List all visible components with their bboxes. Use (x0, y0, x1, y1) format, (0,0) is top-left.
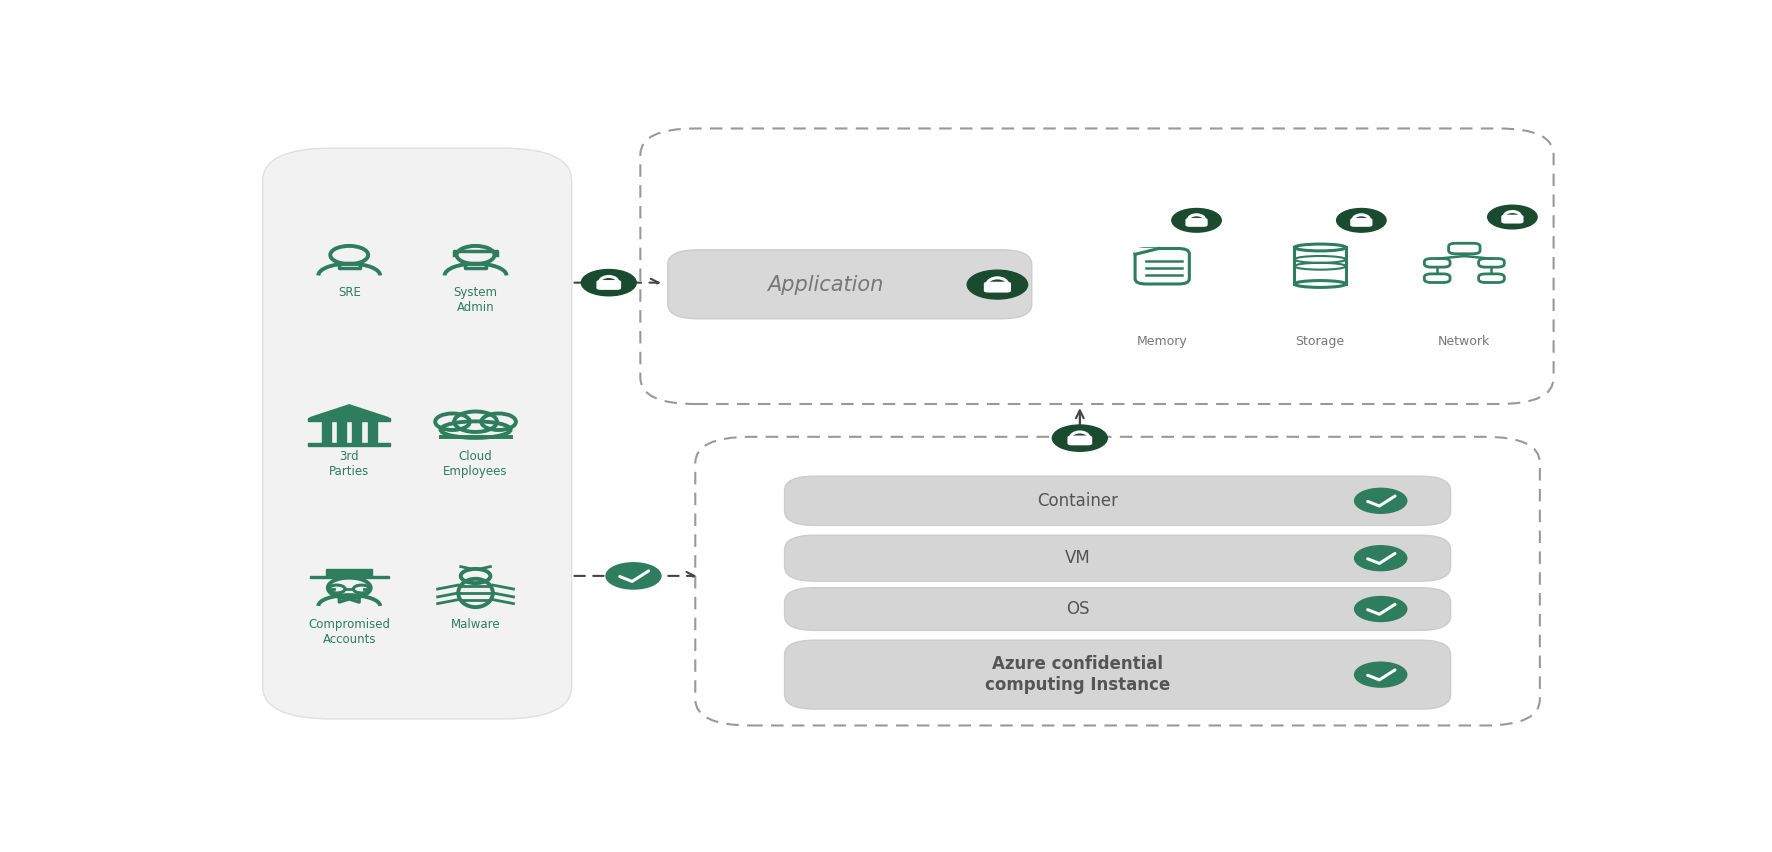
FancyBboxPatch shape (785, 535, 1451, 581)
Text: Memory: Memory (1138, 335, 1187, 348)
Polygon shape (353, 421, 361, 443)
Circle shape (1171, 209, 1221, 232)
Text: SRE: SRE (338, 286, 361, 299)
Polygon shape (337, 421, 346, 443)
FancyBboxPatch shape (785, 476, 1451, 526)
Circle shape (581, 269, 636, 296)
Polygon shape (321, 421, 331, 443)
FancyBboxPatch shape (785, 640, 1451, 709)
Circle shape (1336, 209, 1386, 232)
Text: Cloud
Employees: Cloud Employees (443, 451, 509, 479)
Polygon shape (326, 569, 372, 576)
Text: 3rd
Parties: 3rd Parties (330, 451, 369, 479)
Circle shape (1354, 596, 1407, 621)
FancyBboxPatch shape (262, 148, 572, 719)
Polygon shape (310, 405, 388, 417)
Text: Storage: Storage (1295, 335, 1345, 348)
Polygon shape (308, 417, 390, 421)
Text: Network: Network (1439, 335, 1490, 348)
FancyBboxPatch shape (1067, 435, 1092, 446)
Polygon shape (310, 576, 388, 579)
Text: Application: Application (767, 274, 884, 295)
Text: Azure confidential
computing Instance: Azure confidential computing Instance (985, 655, 1170, 694)
Circle shape (1354, 662, 1407, 687)
Circle shape (968, 270, 1028, 299)
FancyBboxPatch shape (983, 282, 1012, 292)
Text: VM: VM (1065, 550, 1090, 567)
Circle shape (1354, 488, 1407, 513)
Circle shape (606, 563, 661, 589)
Text: Malware: Malware (450, 618, 500, 630)
FancyBboxPatch shape (1185, 218, 1209, 227)
Polygon shape (1136, 249, 1159, 254)
Circle shape (1354, 546, 1407, 571)
Polygon shape (369, 421, 377, 443)
FancyBboxPatch shape (1350, 218, 1373, 227)
Text: OS: OS (1067, 600, 1090, 618)
Text: System
Admin: System Admin (454, 286, 498, 314)
Text: Compromised
Accounts: Compromised Accounts (308, 618, 390, 646)
FancyBboxPatch shape (597, 280, 622, 290)
Circle shape (1053, 425, 1108, 452)
FancyBboxPatch shape (668, 250, 1031, 319)
FancyBboxPatch shape (785, 588, 1451, 630)
Circle shape (1488, 205, 1536, 229)
Text: Container: Container (1037, 492, 1118, 509)
Polygon shape (308, 443, 390, 446)
FancyBboxPatch shape (1501, 215, 1524, 223)
